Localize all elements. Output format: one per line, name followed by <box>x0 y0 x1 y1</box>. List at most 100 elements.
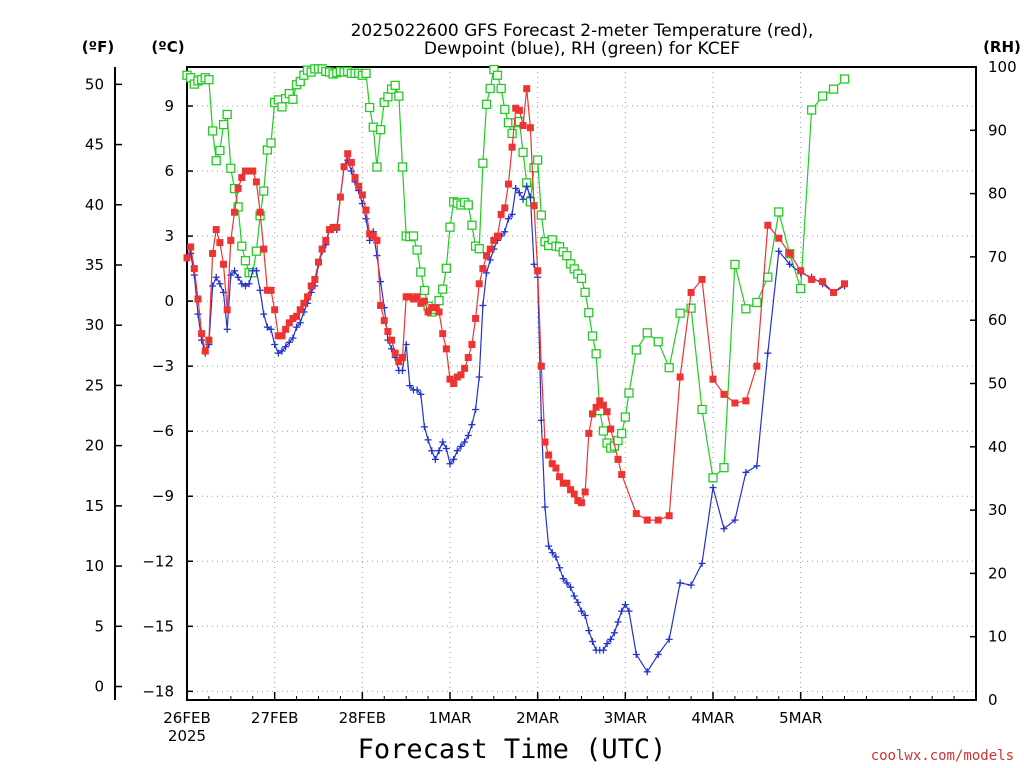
temperature-point <box>592 403 600 411</box>
dewpoint-point <box>618 607 626 615</box>
rh-point <box>617 428 627 439</box>
dewpoint-point <box>439 438 447 446</box>
celsius-tick-label: 3 <box>164 227 174 245</box>
axes <box>114 66 977 701</box>
temperature-point <box>245 167 253 175</box>
fahrenheit-tick-label: 25 <box>85 376 104 394</box>
rh-point <box>496 83 506 94</box>
rh-tick-label: 60 <box>988 311 1007 329</box>
fahrenheit-tick-label: 50 <box>85 75 104 93</box>
temperature-point <box>552 464 560 472</box>
dewpoint-point <box>501 228 509 236</box>
dewpoint-point <box>665 635 673 643</box>
temperature-point <box>336 193 344 201</box>
dewpoint-point <box>588 637 596 645</box>
temperature-point <box>212 226 220 234</box>
temperature-point <box>344 150 352 158</box>
rh-point <box>533 155 543 165</box>
temperature-point <box>559 479 567 487</box>
dewpoint-point <box>607 635 615 643</box>
rh-point <box>562 250 572 261</box>
rh-point <box>445 222 455 232</box>
dewpoint-point <box>468 421 476 429</box>
dewpoint-point <box>504 215 512 223</box>
rh-point <box>408 231 419 241</box>
temperature-point <box>698 275 706 283</box>
rh-tick-label: 40 <box>988 438 1007 456</box>
temperature-point <box>483 252 491 260</box>
dewpoint-point <box>599 646 607 654</box>
rh-point <box>817 91 828 101</box>
dewpoint-point <box>643 668 651 676</box>
rh-point <box>416 267 426 277</box>
temperature-point <box>446 375 454 383</box>
temperature-point <box>512 104 520 112</box>
dewpoint-point <box>453 447 461 455</box>
temperature-point <box>753 362 761 370</box>
dewpoint-point <box>530 260 538 268</box>
dewpoint-point <box>238 280 246 288</box>
temperature-point <box>362 206 370 214</box>
celsius-axis-header: (ºC) <box>151 38 184 56</box>
fahrenheit-tick-label: 40 <box>85 196 104 214</box>
temperature-point <box>596 397 604 405</box>
dewpoint-point <box>457 442 465 450</box>
dewpoint-point <box>377 278 385 286</box>
dewpoint-point <box>687 581 695 589</box>
dewpoint-point <box>420 423 428 431</box>
temperature-point <box>271 306 279 314</box>
series-layer <box>182 64 850 676</box>
rh-point <box>719 463 729 473</box>
dewpoint-point <box>472 406 480 414</box>
temperature-point <box>238 174 246 182</box>
temperature-point <box>563 479 571 487</box>
rh-point <box>251 246 262 256</box>
dewpoint-point <box>567 583 575 591</box>
dewpoint-point <box>413 386 421 394</box>
temperature-point <box>808 275 816 283</box>
rh-point <box>839 74 850 84</box>
series-temperature <box>183 85 848 524</box>
rh-tick-label: 70 <box>988 248 1007 266</box>
temperature-point <box>351 174 359 182</box>
temperature-point <box>464 353 472 361</box>
dewpoint-point <box>556 564 564 572</box>
temperature-point <box>227 236 235 244</box>
temperature-point <box>274 332 282 340</box>
temperature-point <box>194 295 202 303</box>
dewpoint-point <box>271 340 279 348</box>
rh-point <box>478 158 488 168</box>
dewpoint-point <box>486 256 494 264</box>
dewpoint-point <box>435 447 443 455</box>
x-tick-label: 27FEB <box>251 709 298 727</box>
rh-point <box>419 285 430 296</box>
dewpoint-point <box>610 629 618 637</box>
dewpoint-point <box>216 280 224 288</box>
temperature-point <box>391 349 399 357</box>
dewpoint-point <box>508 210 516 218</box>
chart-title-line-2: Dewpoint (blue), RH (green) for KCEF <box>424 39 740 59</box>
temperature-point <box>358 191 366 199</box>
temperature-point <box>315 258 322 266</box>
rh-point <box>397 162 408 172</box>
dewpoint-point <box>515 189 523 197</box>
dewpoint-point <box>603 640 611 648</box>
temperature-point <box>439 330 447 338</box>
fahrenheit-tick-label: 5 <box>94 617 104 635</box>
dewpoint-point <box>698 559 706 567</box>
rh-point <box>752 297 762 308</box>
temperature-point <box>585 429 593 437</box>
rh-point <box>441 263 451 273</box>
temperature-point <box>830 288 838 296</box>
dewpoint-point <box>274 349 282 357</box>
dewpoint-point <box>475 373 483 381</box>
dewpoint-point <box>786 260 794 268</box>
dewpoint-point <box>654 650 662 658</box>
rh-axis-header: (RH) <box>983 38 1021 56</box>
dewpoint-point <box>709 484 717 492</box>
dewpoint-point <box>775 247 783 255</box>
rh-point <box>492 70 503 80</box>
dewpoint-point <box>621 601 629 609</box>
temperature-point <box>216 239 224 247</box>
